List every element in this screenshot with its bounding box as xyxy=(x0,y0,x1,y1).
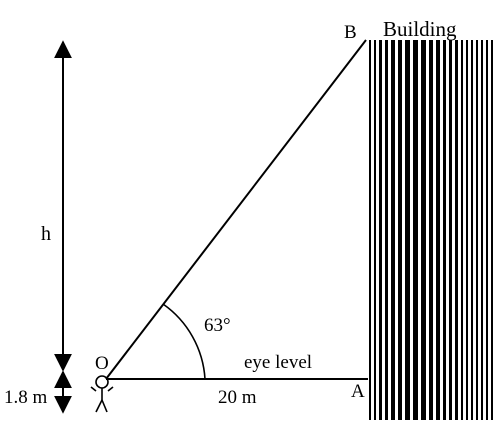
building-stripe xyxy=(385,40,388,420)
observer-leg-right xyxy=(101,399,108,413)
building-stripe xyxy=(443,40,446,420)
point-b-label: B xyxy=(344,22,357,43)
observer-arm-right xyxy=(107,386,114,392)
building-stripe xyxy=(486,40,488,420)
building-stripe xyxy=(421,40,426,420)
eye-level-label: eye level xyxy=(244,352,312,373)
building-stripe xyxy=(374,40,376,420)
building-stripe xyxy=(391,40,395,420)
building-stripe xyxy=(466,40,468,420)
building-stripe xyxy=(379,40,382,420)
angle-arc xyxy=(162,303,206,380)
building-stripe xyxy=(449,40,452,420)
observer-leg-left xyxy=(95,399,103,413)
building-stripe xyxy=(429,40,433,420)
building-stripe xyxy=(491,40,493,420)
distance-label: 20 m xyxy=(218,387,257,408)
height-label: h xyxy=(41,223,51,245)
observer-arm-left xyxy=(90,386,97,392)
observer-height-label: 1.8 m xyxy=(4,387,48,408)
building-stripe xyxy=(471,40,473,420)
building-stripe xyxy=(369,40,371,420)
observer-head xyxy=(95,375,109,389)
building-stripe xyxy=(413,40,418,420)
building-stripe xyxy=(405,40,410,420)
observer-figure xyxy=(90,375,114,413)
building-stripe xyxy=(461,40,463,420)
point-o-label: O xyxy=(95,353,109,374)
building-stripe xyxy=(481,40,483,420)
line-of-sight xyxy=(105,39,367,380)
building-stripe xyxy=(455,40,458,420)
building xyxy=(369,40,493,420)
building-stripe xyxy=(398,40,402,420)
building-stripe xyxy=(436,40,440,420)
building-label: Building xyxy=(383,17,457,41)
building-stripe xyxy=(476,40,478,420)
angle-label: 63° xyxy=(204,315,231,336)
point-a-label: A xyxy=(351,381,365,402)
